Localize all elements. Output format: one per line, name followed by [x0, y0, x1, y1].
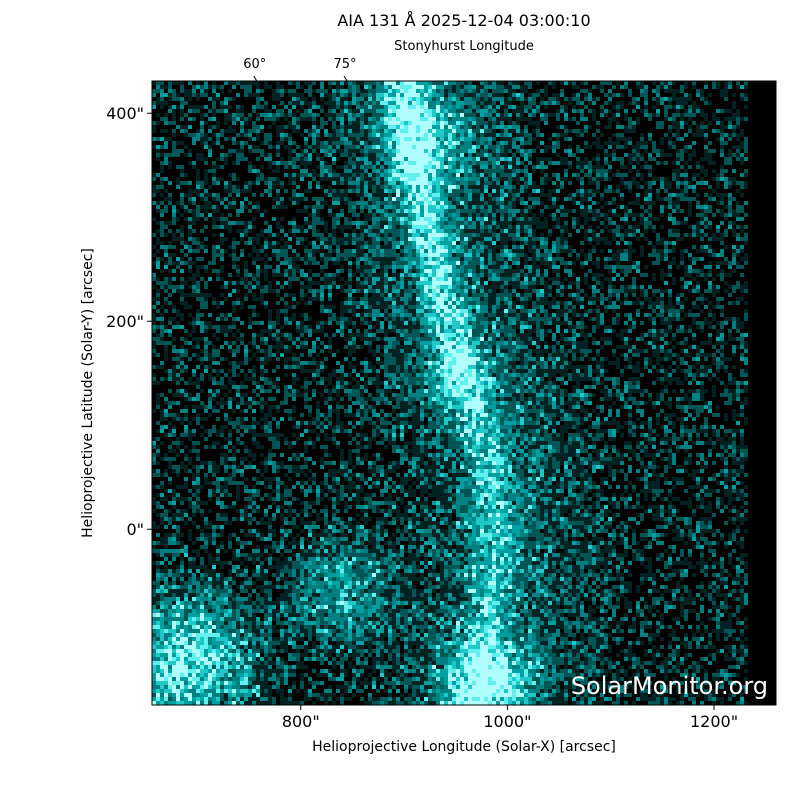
y-tick-label: 400": [106, 104, 144, 123]
watermark: SolarMonitor.org: [571, 672, 768, 700]
x2-tick: [343, 75, 348, 82]
x-tick-label: 1000": [483, 712, 531, 731]
y-tick-label: 200": [106, 312, 144, 331]
x-tick-label: 1200": [690, 712, 738, 731]
image-pixels: [152, 81, 748, 705]
x2-tick-label: 60°: [243, 57, 266, 72]
plot-frame: [151, 80, 777, 706]
image-pixels: [152, 81, 544, 705]
image-pixels: [152, 85, 612, 705]
y-tick-label: 0": [126, 520, 144, 539]
x-tick-label: 800": [282, 712, 320, 731]
chart-title: AIA 131 Å 2025-12-04 03:00:10: [337, 11, 590, 30]
image-pixels: [152, 81, 532, 705]
top-axis-label: Stonyhurst Longitude: [394, 39, 534, 54]
solar-image: [152, 81, 748, 705]
x2-tick-label: 75°: [333, 57, 356, 72]
image-pixels: [152, 81, 748, 705]
image-pixels: [152, 81, 748, 705]
y-axis-label: Helioprojective Latitude (Solar-Y) [arcs…: [80, 248, 96, 538]
x2-tick: [253, 75, 258, 82]
x-axis-label: Helioprojective Longitude (Solar-X) [arc…: [312, 739, 616, 755]
